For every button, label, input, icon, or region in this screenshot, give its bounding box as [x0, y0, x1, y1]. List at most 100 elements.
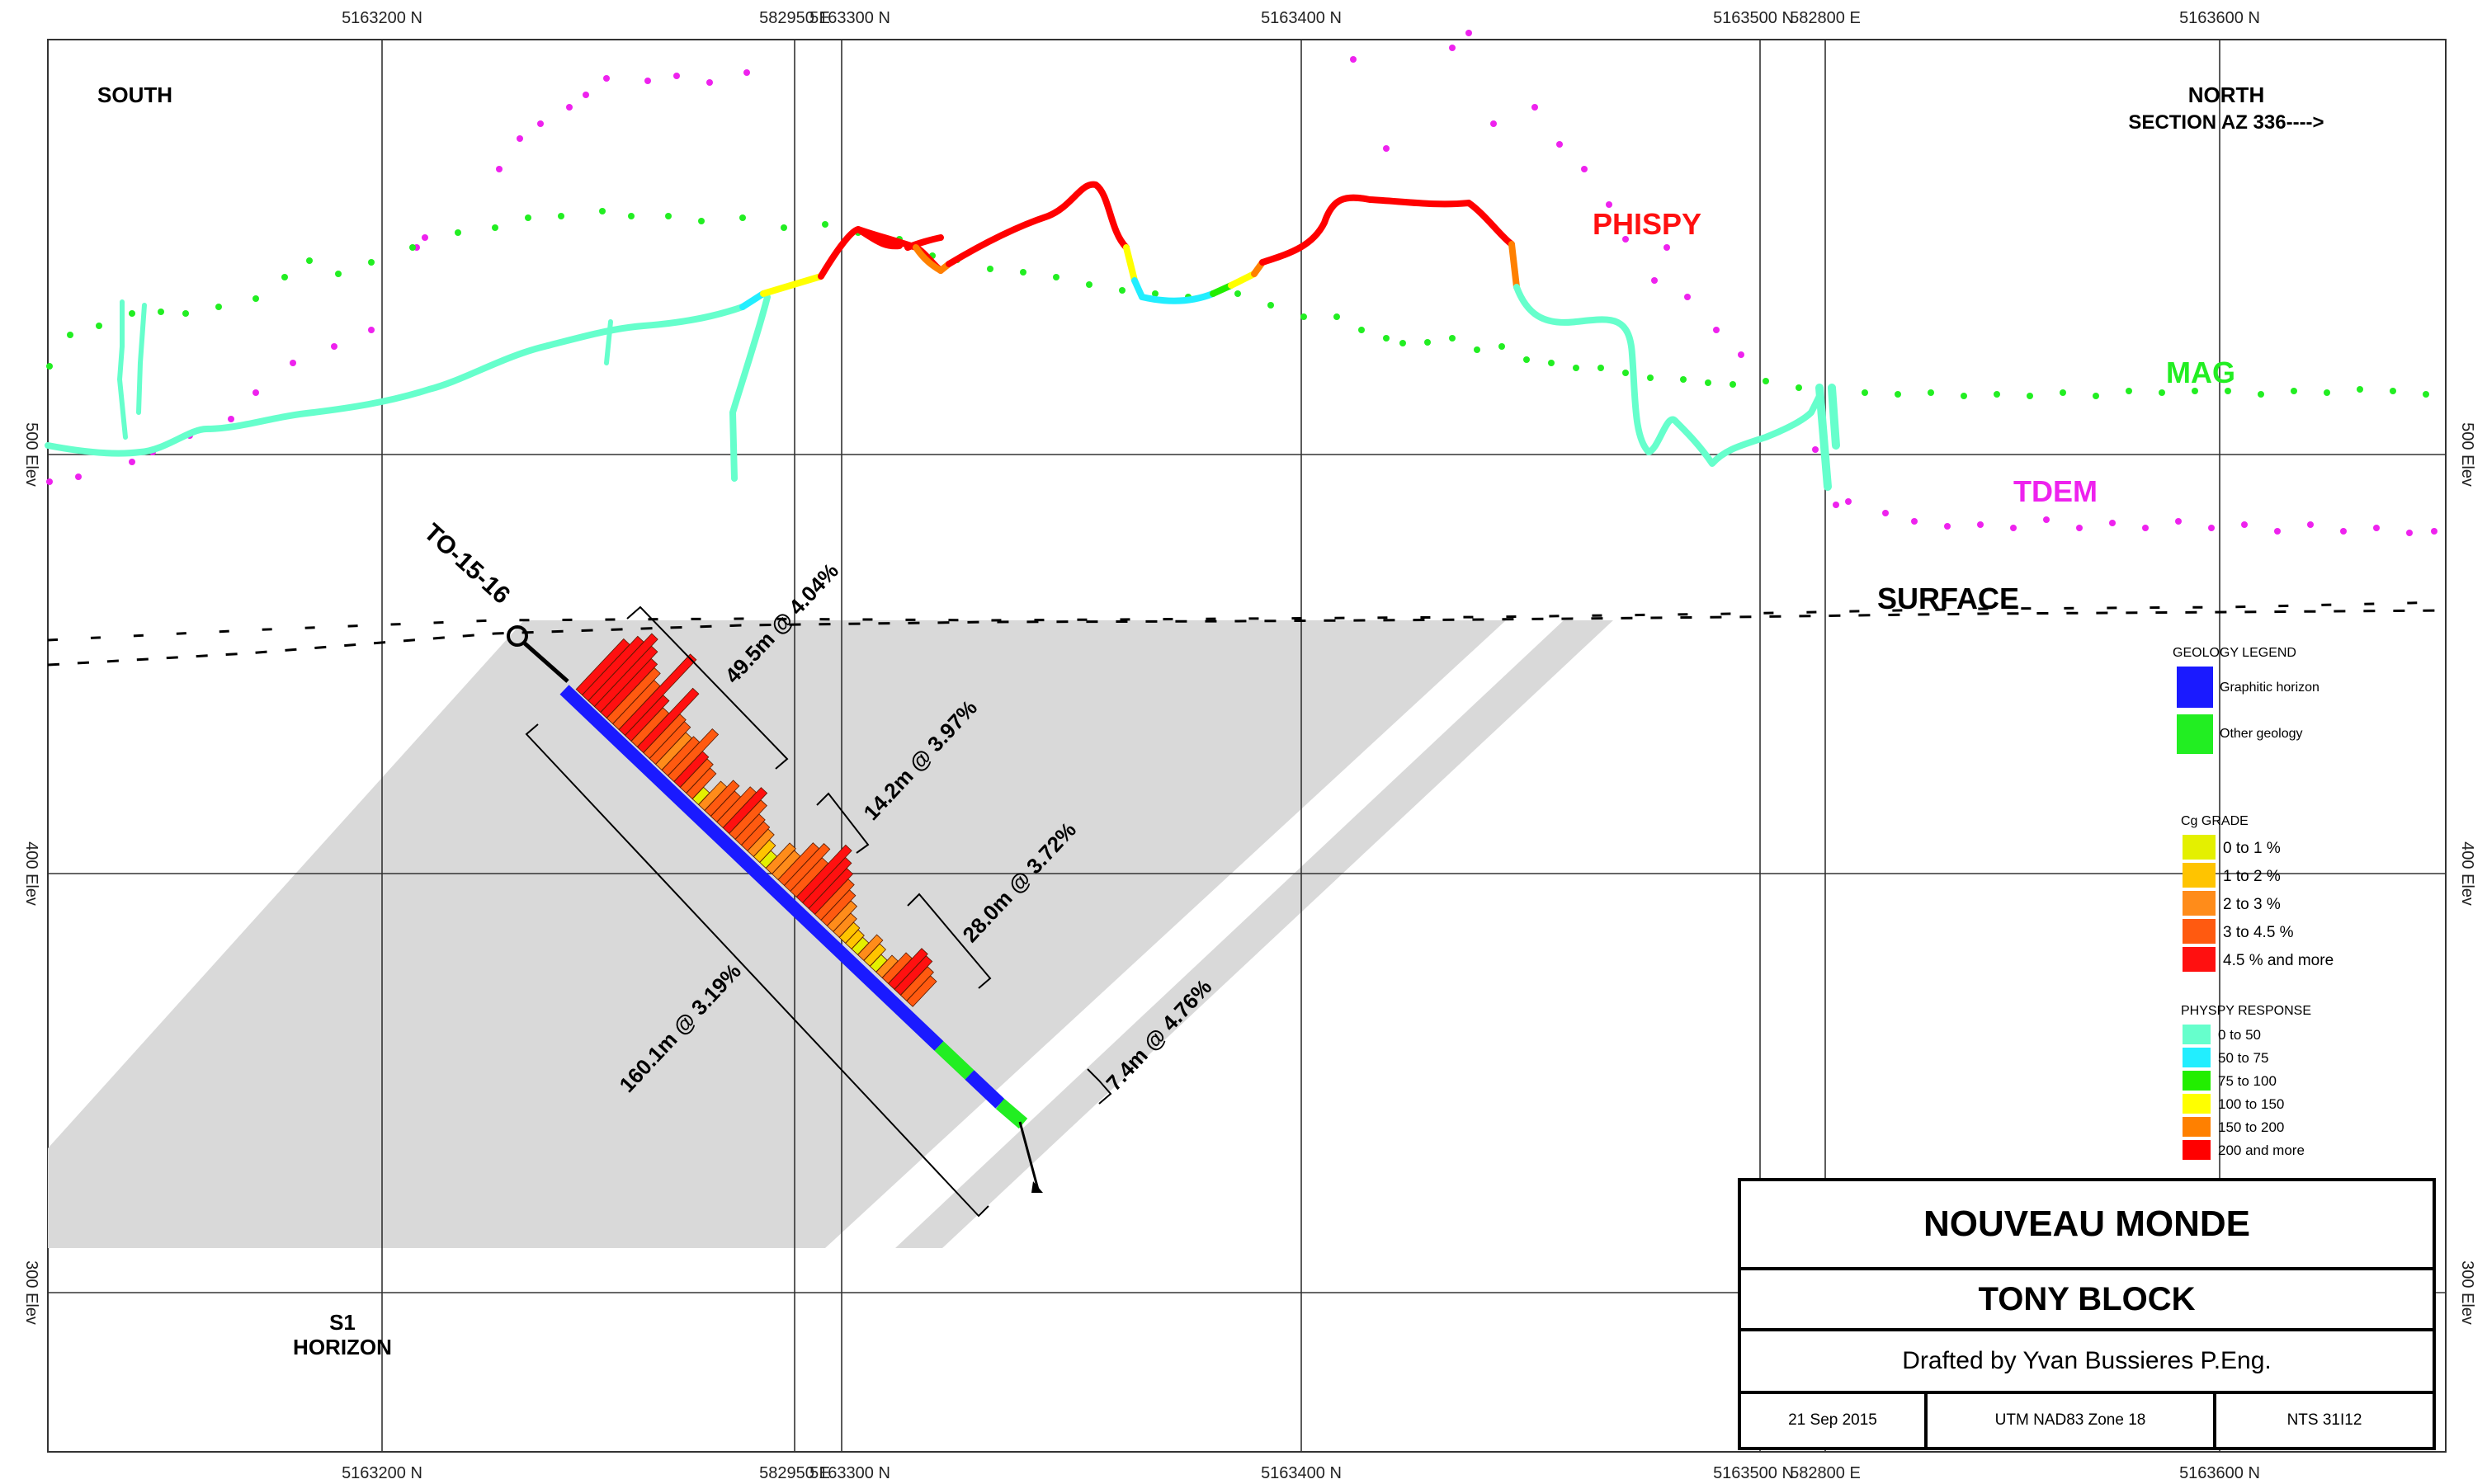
legend-swatch-physpy — [2183, 1048, 2211, 1067]
mag-point — [1523, 356, 1530, 363]
tdem-point — [2142, 525, 2149, 531]
easting-label: 582800 E — [1790, 9, 1861, 27]
tdem-point — [743, 69, 750, 76]
mag-point — [2291, 388, 2297, 394]
phispy-profile — [45, 181, 1840, 491]
phispy-segment-green — [1210, 282, 1234, 297]
mag-point — [368, 259, 375, 266]
mag-point — [1449, 335, 1456, 342]
mag-point — [306, 257, 313, 264]
mag-point — [1152, 290, 1159, 297]
grade-bar — [906, 975, 937, 1007]
easting-label: 582800 E — [1790, 1464, 1861, 1482]
bracket-7-4m — [1087, 1068, 1112, 1105]
legend-swatch-physpy — [2183, 1071, 2211, 1091]
mag-point — [1994, 391, 2000, 398]
easting-label: 582950 E — [759, 9, 830, 27]
grade-bar — [624, 695, 670, 742]
drill-trace-upper — [523, 642, 569, 683]
grade-bar — [899, 966, 934, 1001]
grade-bar — [783, 843, 831, 892]
legend-label: 50 to 75 — [2218, 1050, 2268, 1066]
tdem-point — [2076, 525, 2083, 531]
phispy-segment-yellow-3 — [1228, 271, 1258, 289]
drill-hole-label: TO-15-16 — [418, 519, 515, 610]
mag-point — [1333, 313, 1340, 320]
tdem-point — [1845, 498, 1852, 505]
tdem-point — [1350, 56, 1357, 63]
grade-bar — [667, 728, 720, 782]
tdem-point — [1812, 446, 1819, 453]
graphitic-horizon-trace — [559, 685, 944, 1051]
northing-label: 5163200 N — [342, 1464, 422, 1482]
elevation-labels: 500 Elev 400 Elev 300 Elev 500 Elev 400 … — [22, 422, 2476, 1325]
mag-point — [1086, 281, 1092, 288]
mag-point — [2159, 389, 2165, 396]
mag-point — [492, 224, 498, 231]
phispy-segment-orange — [913, 244, 952, 274]
tdem-point — [46, 478, 53, 485]
legend-swatch-other-geology — [2177, 714, 2213, 754]
tdem-point — [2406, 530, 2413, 536]
horizon-label-line2: HORIZON — [293, 1335, 392, 1359]
tdem-point — [496, 166, 503, 172]
grade-bar — [826, 900, 858, 932]
tdem-point — [129, 459, 135, 465]
interval-brackets — [525, 605, 1112, 1218]
drawing-date: 21 Sep 2015 — [1741, 1394, 1928, 1447]
grade-bar — [606, 667, 661, 725]
tdem-point — [583, 92, 589, 98]
legend-label: Graphitic horizon — [2220, 681, 2319, 695]
northing-label: 5163600 N — [2179, 9, 2260, 27]
mag-point — [281, 274, 288, 280]
grade-bar — [765, 842, 796, 874]
mag-point — [987, 266, 993, 272]
mag-point — [1597, 365, 1604, 371]
legend-label: 0 to 50 — [2218, 1027, 2261, 1043]
mag-point — [1862, 389, 1868, 396]
mag-point — [1053, 274, 1059, 280]
tdem-point — [1465, 30, 1472, 36]
grade-bar — [734, 813, 766, 846]
mag-point — [2060, 389, 2066, 396]
legend-label: 3 to 4.5 % — [2223, 924, 2294, 941]
grade-bar — [863, 943, 886, 967]
hole-end-arrow — [1031, 1181, 1043, 1193]
tdem-point — [2373, 525, 2380, 531]
tdem-point — [2431, 528, 2437, 535]
grade-bar — [704, 780, 740, 817]
tdem-point — [1651, 277, 1658, 284]
tdem-point — [517, 135, 523, 142]
legend-swatch-grade — [2183, 835, 2216, 860]
tdem-point — [2307, 521, 2314, 528]
mag-point — [1573, 365, 1579, 371]
mag-point — [558, 213, 564, 219]
tdem-point — [1713, 327, 1720, 333]
tdem-point — [290, 360, 296, 366]
grade-bar — [857, 934, 884, 961]
mag-point — [1474, 346, 1480, 353]
mag-point — [215, 304, 222, 310]
tdem-point — [2043, 516, 2050, 523]
grade-bar — [740, 821, 771, 851]
mag-point — [698, 218, 705, 224]
legend-label: 1 to 2 % — [2223, 868, 2281, 885]
mag-profile — [46, 208, 2429, 399]
tdem-point — [1622, 236, 1629, 243]
northing-label: 5163500 N — [1713, 9, 1794, 27]
bracket-14-2m — [816, 792, 870, 854]
grade-bar — [747, 828, 775, 857]
mag-point — [1399, 340, 1406, 346]
grade-bar — [838, 921, 861, 944]
drafted-by: Drafted by Yvan Bussieres P.Eng. — [1741, 1331, 2433, 1394]
physpy-legend: PHYSPY RESPONSE 0 to 50 50 to 75 75 to 1… — [2181, 1004, 2311, 1160]
mag-point — [1763, 378, 1769, 384]
grade-bar — [636, 687, 700, 754]
legend-label: 150 to 200 — [2218, 1119, 2284, 1135]
grade-legend-title: Cg GRADE — [2181, 814, 2249, 828]
mag-point — [409, 244, 416, 251]
tdem-point — [673, 73, 680, 79]
legend-swatch-physpy — [2183, 1025, 2211, 1044]
legend-swatch-graphitic — [2177, 667, 2213, 708]
other-geology-trace — [934, 1041, 975, 1080]
